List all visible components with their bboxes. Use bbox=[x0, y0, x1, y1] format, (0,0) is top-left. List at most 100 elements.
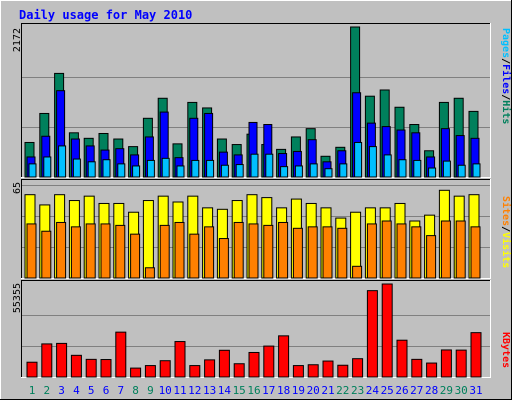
panel-kbytes: 55355 KBytes bbox=[12, 280, 511, 378]
bar-kbytes-day-16 bbox=[248, 351, 260, 378]
x-tick-label-day-18: 18 bbox=[277, 384, 290, 397]
bar-sites-day-25 bbox=[381, 220, 392, 279]
bar-pages-day-22 bbox=[339, 163, 348, 178]
bar-pages-day-29 bbox=[442, 160, 451, 178]
legend-entry-hits: Hits bbox=[500, 100, 512, 124]
bar-sites-day-29 bbox=[440, 220, 451, 279]
max-label-visits: 65 bbox=[12, 182, 23, 194]
x-tick-label-day-2: 2 bbox=[43, 384, 50, 397]
legend-entry-pages: Pages bbox=[500, 28, 511, 58]
max-label-kbytes: 55355 bbox=[12, 283, 23, 313]
x-tick-label-day-27: 27 bbox=[410, 384, 423, 397]
bar-kbytes-day-8 bbox=[130, 367, 142, 378]
x-tick-label-day-7: 7 bbox=[117, 384, 124, 397]
bar-kbytes-day-12 bbox=[189, 365, 201, 378]
x-tick-label-day-4: 4 bbox=[73, 384, 80, 397]
bar-kbytes-day-26 bbox=[396, 339, 408, 378]
x-tick-label-day-11: 11 bbox=[173, 384, 186, 397]
x-tick-label-day-9: 9 bbox=[147, 384, 154, 397]
x-tick-label-day-14: 14 bbox=[218, 384, 232, 397]
bar-sites-day-7 bbox=[115, 224, 126, 279]
legend-entry-sites: Sites bbox=[500, 196, 512, 226]
bar-sites-day-14 bbox=[218, 238, 229, 279]
bar-pages-day-5 bbox=[87, 161, 96, 178]
panel-pages-files-hits: 2172 Pages/Files/Hits bbox=[12, 23, 512, 178]
bar-kbytes-day-13 bbox=[204, 359, 216, 378]
bar-sites-day-6 bbox=[100, 223, 111, 279]
legend-entry-files: Files bbox=[500, 64, 512, 94]
bar-sites-day-30 bbox=[455, 220, 466, 279]
bar-kbytes-day-2 bbox=[41, 343, 53, 378]
bar-kbytes-day-14 bbox=[218, 349, 230, 378]
x-tick-label-day-1: 1 bbox=[29, 384, 36, 397]
x-tick-label-day-28: 28 bbox=[425, 384, 438, 397]
bar-pages-day-10 bbox=[161, 157, 170, 178]
x-tick-label-day-16: 16 bbox=[247, 384, 260, 397]
bars-sites-visits bbox=[24, 189, 481, 279]
bar-sites-day-28 bbox=[426, 235, 437, 279]
bar-pages-day-31 bbox=[472, 163, 481, 178]
bar-pages-day-28 bbox=[428, 167, 437, 178]
bar-kbytes-day-19 bbox=[292, 365, 304, 378]
x-tick-label-day-8: 8 bbox=[132, 384, 139, 397]
x-tick-label-day-13: 13 bbox=[203, 384, 216, 397]
bar-sites-day-20 bbox=[307, 226, 318, 279]
bar-sites-day-24 bbox=[366, 223, 377, 279]
bar-kbytes-day-21 bbox=[322, 360, 334, 378]
bar-sites-day-9 bbox=[144, 267, 155, 279]
x-tick-label-day-23: 23 bbox=[351, 384, 364, 397]
x-tick-label-day-26: 26 bbox=[395, 384, 408, 397]
bar-pages-day-24 bbox=[368, 146, 377, 178]
bar-kbytes-day-18 bbox=[278, 335, 290, 378]
bar-pages-day-13 bbox=[206, 159, 215, 178]
bar-sites-day-4 bbox=[70, 226, 81, 279]
bar-kbytes-day-7 bbox=[115, 331, 127, 378]
bar-kbytes-day-28 bbox=[426, 362, 438, 378]
x-tick-label-day-17: 17 bbox=[262, 384, 275, 397]
x-tick-label-day-30: 30 bbox=[455, 384, 468, 397]
bar-kbytes-day-22 bbox=[337, 364, 349, 378]
bars-hits-files-pages bbox=[24, 26, 481, 178]
x-tick-label-day-29: 29 bbox=[440, 384, 453, 397]
bar-pages-day-17 bbox=[265, 153, 274, 178]
x-tick-label-day-25: 25 bbox=[381, 384, 394, 397]
bar-pages-day-4 bbox=[72, 158, 81, 178]
bar-pages-day-7 bbox=[117, 163, 126, 178]
bar-visits-day-9 bbox=[142, 200, 154, 279]
bar-pages-day-2 bbox=[43, 156, 52, 178]
bar-pages-day-6 bbox=[102, 159, 111, 178]
bar-kbytes-day-17 bbox=[263, 345, 275, 378]
bar-sites-day-1 bbox=[26, 223, 37, 279]
bar-pages-day-19 bbox=[294, 165, 303, 178]
bar-pages-day-11 bbox=[176, 165, 185, 178]
bar-kbytes-day-3 bbox=[56, 342, 68, 378]
bar-kbytes-day-24 bbox=[366, 290, 378, 378]
x-tick-label-day-5: 5 bbox=[88, 384, 95, 397]
max-label-hits: 2172 bbox=[12, 28, 23, 52]
bar-pages-day-3 bbox=[58, 145, 67, 178]
bar-kbytes-day-20 bbox=[307, 364, 319, 378]
bar-sites-day-17 bbox=[263, 224, 274, 279]
bar-pages-day-1 bbox=[28, 163, 37, 178]
legend-kbytes: KBytes bbox=[500, 332, 511, 368]
bar-sites-day-22 bbox=[337, 227, 348, 279]
bar-kbytes-day-1 bbox=[26, 361, 38, 378]
bar-pages-day-23 bbox=[354, 141, 363, 178]
bar-kbytes-day-5 bbox=[85, 358, 97, 378]
bar-sites-day-10 bbox=[159, 224, 170, 279]
x-tick-label-day-21: 21 bbox=[321, 384, 334, 397]
legend-separator: / bbox=[500, 226, 511, 232]
x-tick-label-day-15: 15 bbox=[233, 384, 246, 397]
bar-pages-day-26 bbox=[398, 159, 407, 178]
bar-kbytes-day-25 bbox=[381, 283, 393, 378]
bars-kbytes bbox=[26, 283, 482, 378]
bar-sites-day-8 bbox=[130, 233, 141, 279]
bar-pages-day-15 bbox=[235, 164, 244, 178]
bar-kbytes-day-30 bbox=[455, 349, 467, 378]
bar-kbytes-day-29 bbox=[440, 349, 452, 378]
bar-sites-day-31 bbox=[470, 226, 481, 279]
bar-kbytes-day-4 bbox=[70, 354, 82, 378]
bar-sites-day-18 bbox=[278, 221, 289, 279]
legend-separator: / bbox=[500, 58, 511, 64]
